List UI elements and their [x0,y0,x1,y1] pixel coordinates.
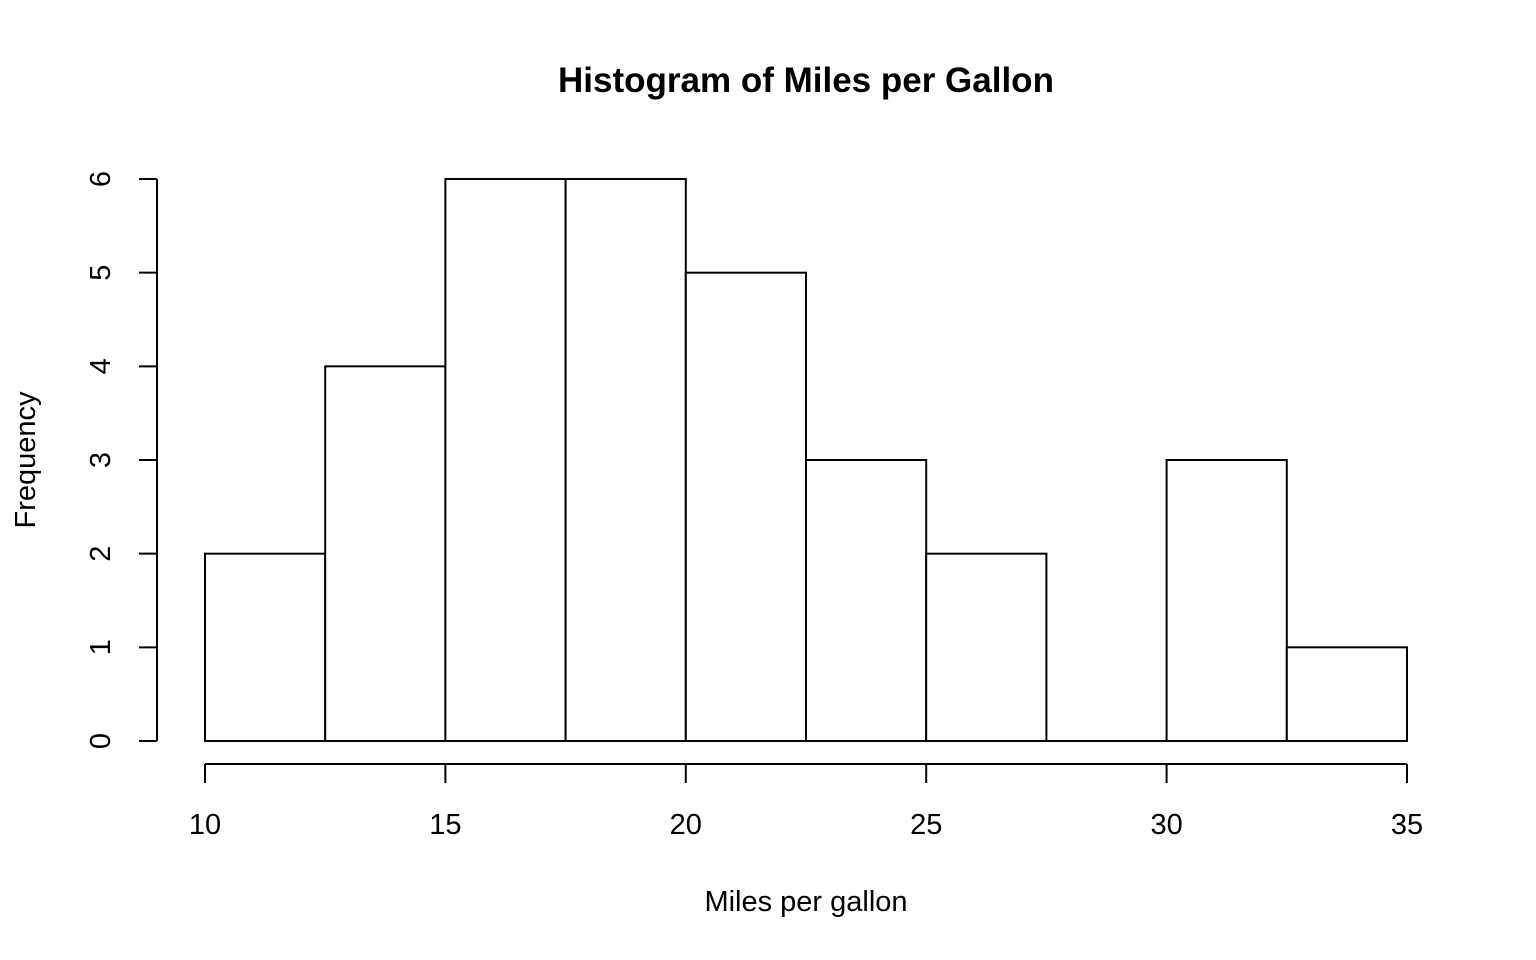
y-tick-label: 2 [85,546,117,562]
bars-group [204,178,1409,743]
histogram-bar [925,552,1048,743]
y-tick-label: 0 [85,733,117,749]
x-tick-label: 10 [189,809,221,841]
x-tick-label: 25 [910,809,942,841]
x-tick-label: 30 [1150,809,1182,841]
y-tick-label: 6 [85,171,117,187]
y-axis-label: Frequency [10,391,42,529]
chart-title: Histogram of Miles per Gallon [558,61,1054,100]
histogram-bar [564,178,687,742]
histogram-bar [1285,646,1409,742]
histogram-bar [444,178,567,742]
y-tick-label: 4 [85,358,117,374]
x-tick-label: 35 [1391,809,1423,841]
x-tick-label: 15 [429,809,461,841]
y-axis: 0 1 2 3 4 5 6 [85,171,158,749]
histogram-bar [684,271,807,742]
histogram-bar [1165,459,1288,742]
histogram-bar [805,459,928,742]
y-tick-label: 3 [85,452,117,468]
y-tick-label: 1 [85,639,117,655]
histogram-bar [204,552,327,743]
y-tick-label: 5 [85,265,117,281]
histogram-bar [324,365,447,742]
x-axis: 10 15 20 25 30 35 [189,763,1423,841]
x-tick-label: 20 [670,809,702,841]
x-axis-label: Miles per gallon [704,886,907,918]
